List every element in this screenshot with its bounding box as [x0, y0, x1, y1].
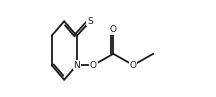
Text: O: O: [130, 61, 137, 70]
Text: N: N: [73, 61, 80, 70]
Text: O: O: [90, 61, 97, 70]
Text: S: S: [87, 17, 93, 26]
Text: O: O: [110, 25, 117, 34]
